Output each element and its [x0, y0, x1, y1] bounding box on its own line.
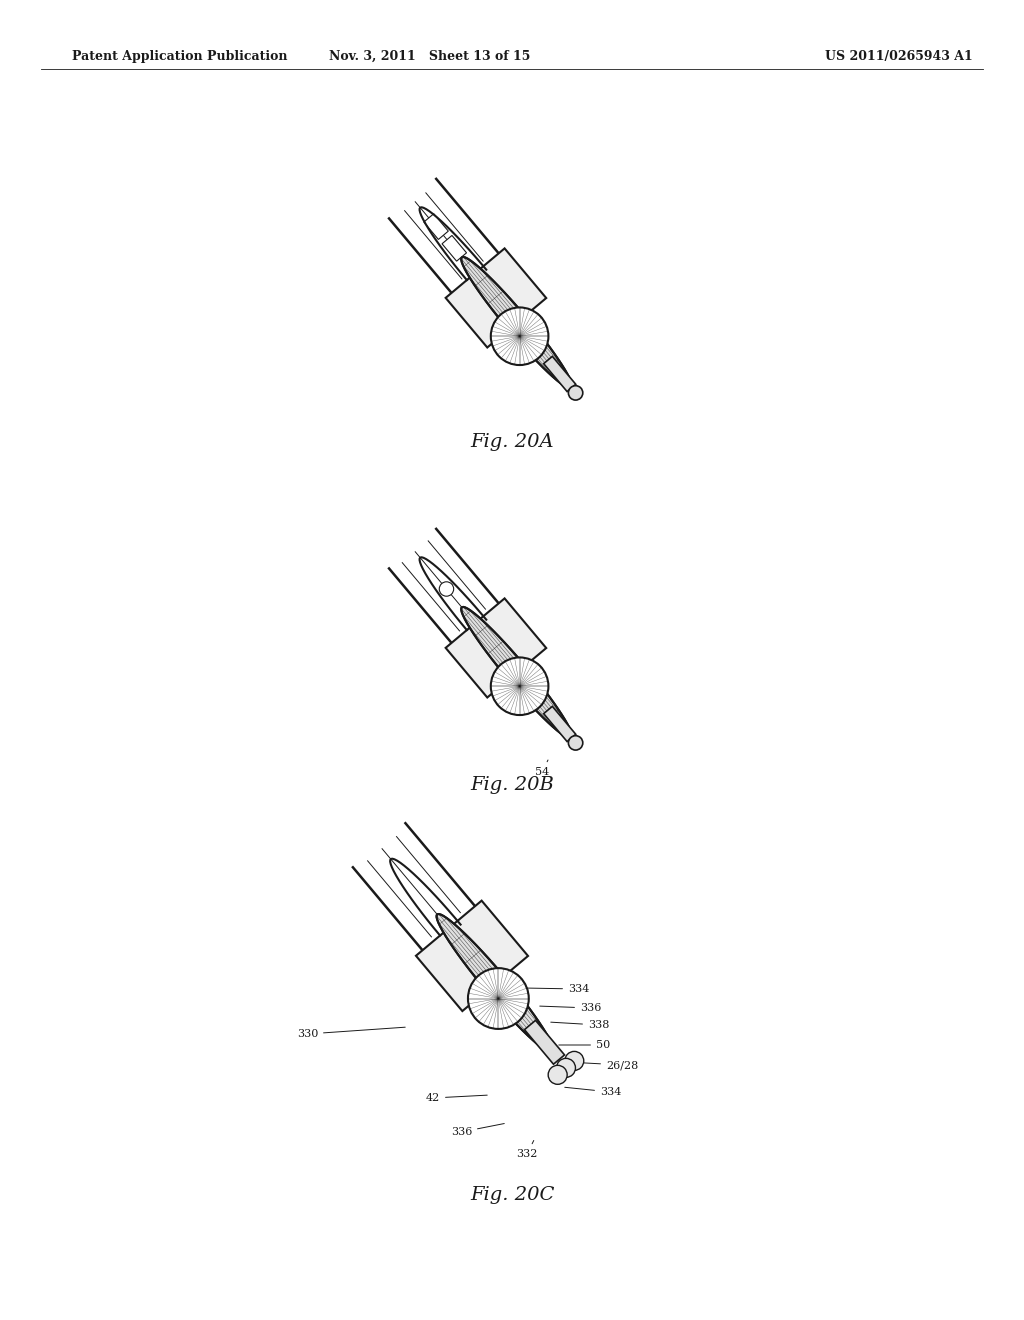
- Text: 26/28: 26/28: [569, 1060, 638, 1071]
- Text: US 2011/0265943 A1: US 2011/0265943 A1: [825, 50, 973, 63]
- Text: 42: 42: [426, 1093, 487, 1104]
- Text: 50: 50: [559, 1040, 610, 1049]
- Polygon shape: [445, 598, 546, 697]
- Circle shape: [490, 657, 549, 715]
- Polygon shape: [461, 607, 572, 739]
- Polygon shape: [424, 214, 449, 239]
- Text: Nov. 3, 2011   Sheet 13 of 15: Nov. 3, 2011 Sheet 13 of 15: [330, 50, 530, 63]
- Circle shape: [568, 385, 583, 400]
- Circle shape: [568, 735, 583, 750]
- Text: Fig. 20A: Fig. 20A: [470, 433, 554, 451]
- Circle shape: [556, 1059, 575, 1077]
- Polygon shape: [442, 235, 467, 261]
- Text: 336: 336: [540, 1003, 601, 1012]
- Polygon shape: [389, 180, 499, 293]
- Text: 330: 330: [297, 1027, 406, 1039]
- Text: Fig. 20B: Fig. 20B: [470, 776, 554, 795]
- Text: 54: 54: [535, 760, 549, 777]
- Circle shape: [468, 968, 528, 1028]
- Polygon shape: [524, 1020, 564, 1064]
- Text: 334: 334: [565, 1086, 622, 1097]
- Text: 336: 336: [451, 1123, 504, 1137]
- Text: 334: 334: [525, 983, 590, 994]
- Text: Fig. 20C: Fig. 20C: [470, 1185, 554, 1204]
- Circle shape: [548, 1065, 567, 1084]
- Polygon shape: [445, 248, 546, 347]
- Polygon shape: [461, 257, 572, 388]
- Circle shape: [490, 308, 549, 366]
- Text: 332: 332: [516, 1140, 538, 1159]
- Polygon shape: [389, 529, 499, 643]
- Polygon shape: [436, 913, 554, 1053]
- Polygon shape: [353, 824, 475, 950]
- Circle shape: [565, 1052, 584, 1071]
- Polygon shape: [544, 356, 575, 392]
- Polygon shape: [416, 900, 528, 1011]
- Text: 338: 338: [551, 1020, 609, 1030]
- Text: Patent Application Publication: Patent Application Publication: [72, 50, 287, 63]
- Polygon shape: [544, 706, 575, 742]
- Circle shape: [439, 582, 454, 597]
